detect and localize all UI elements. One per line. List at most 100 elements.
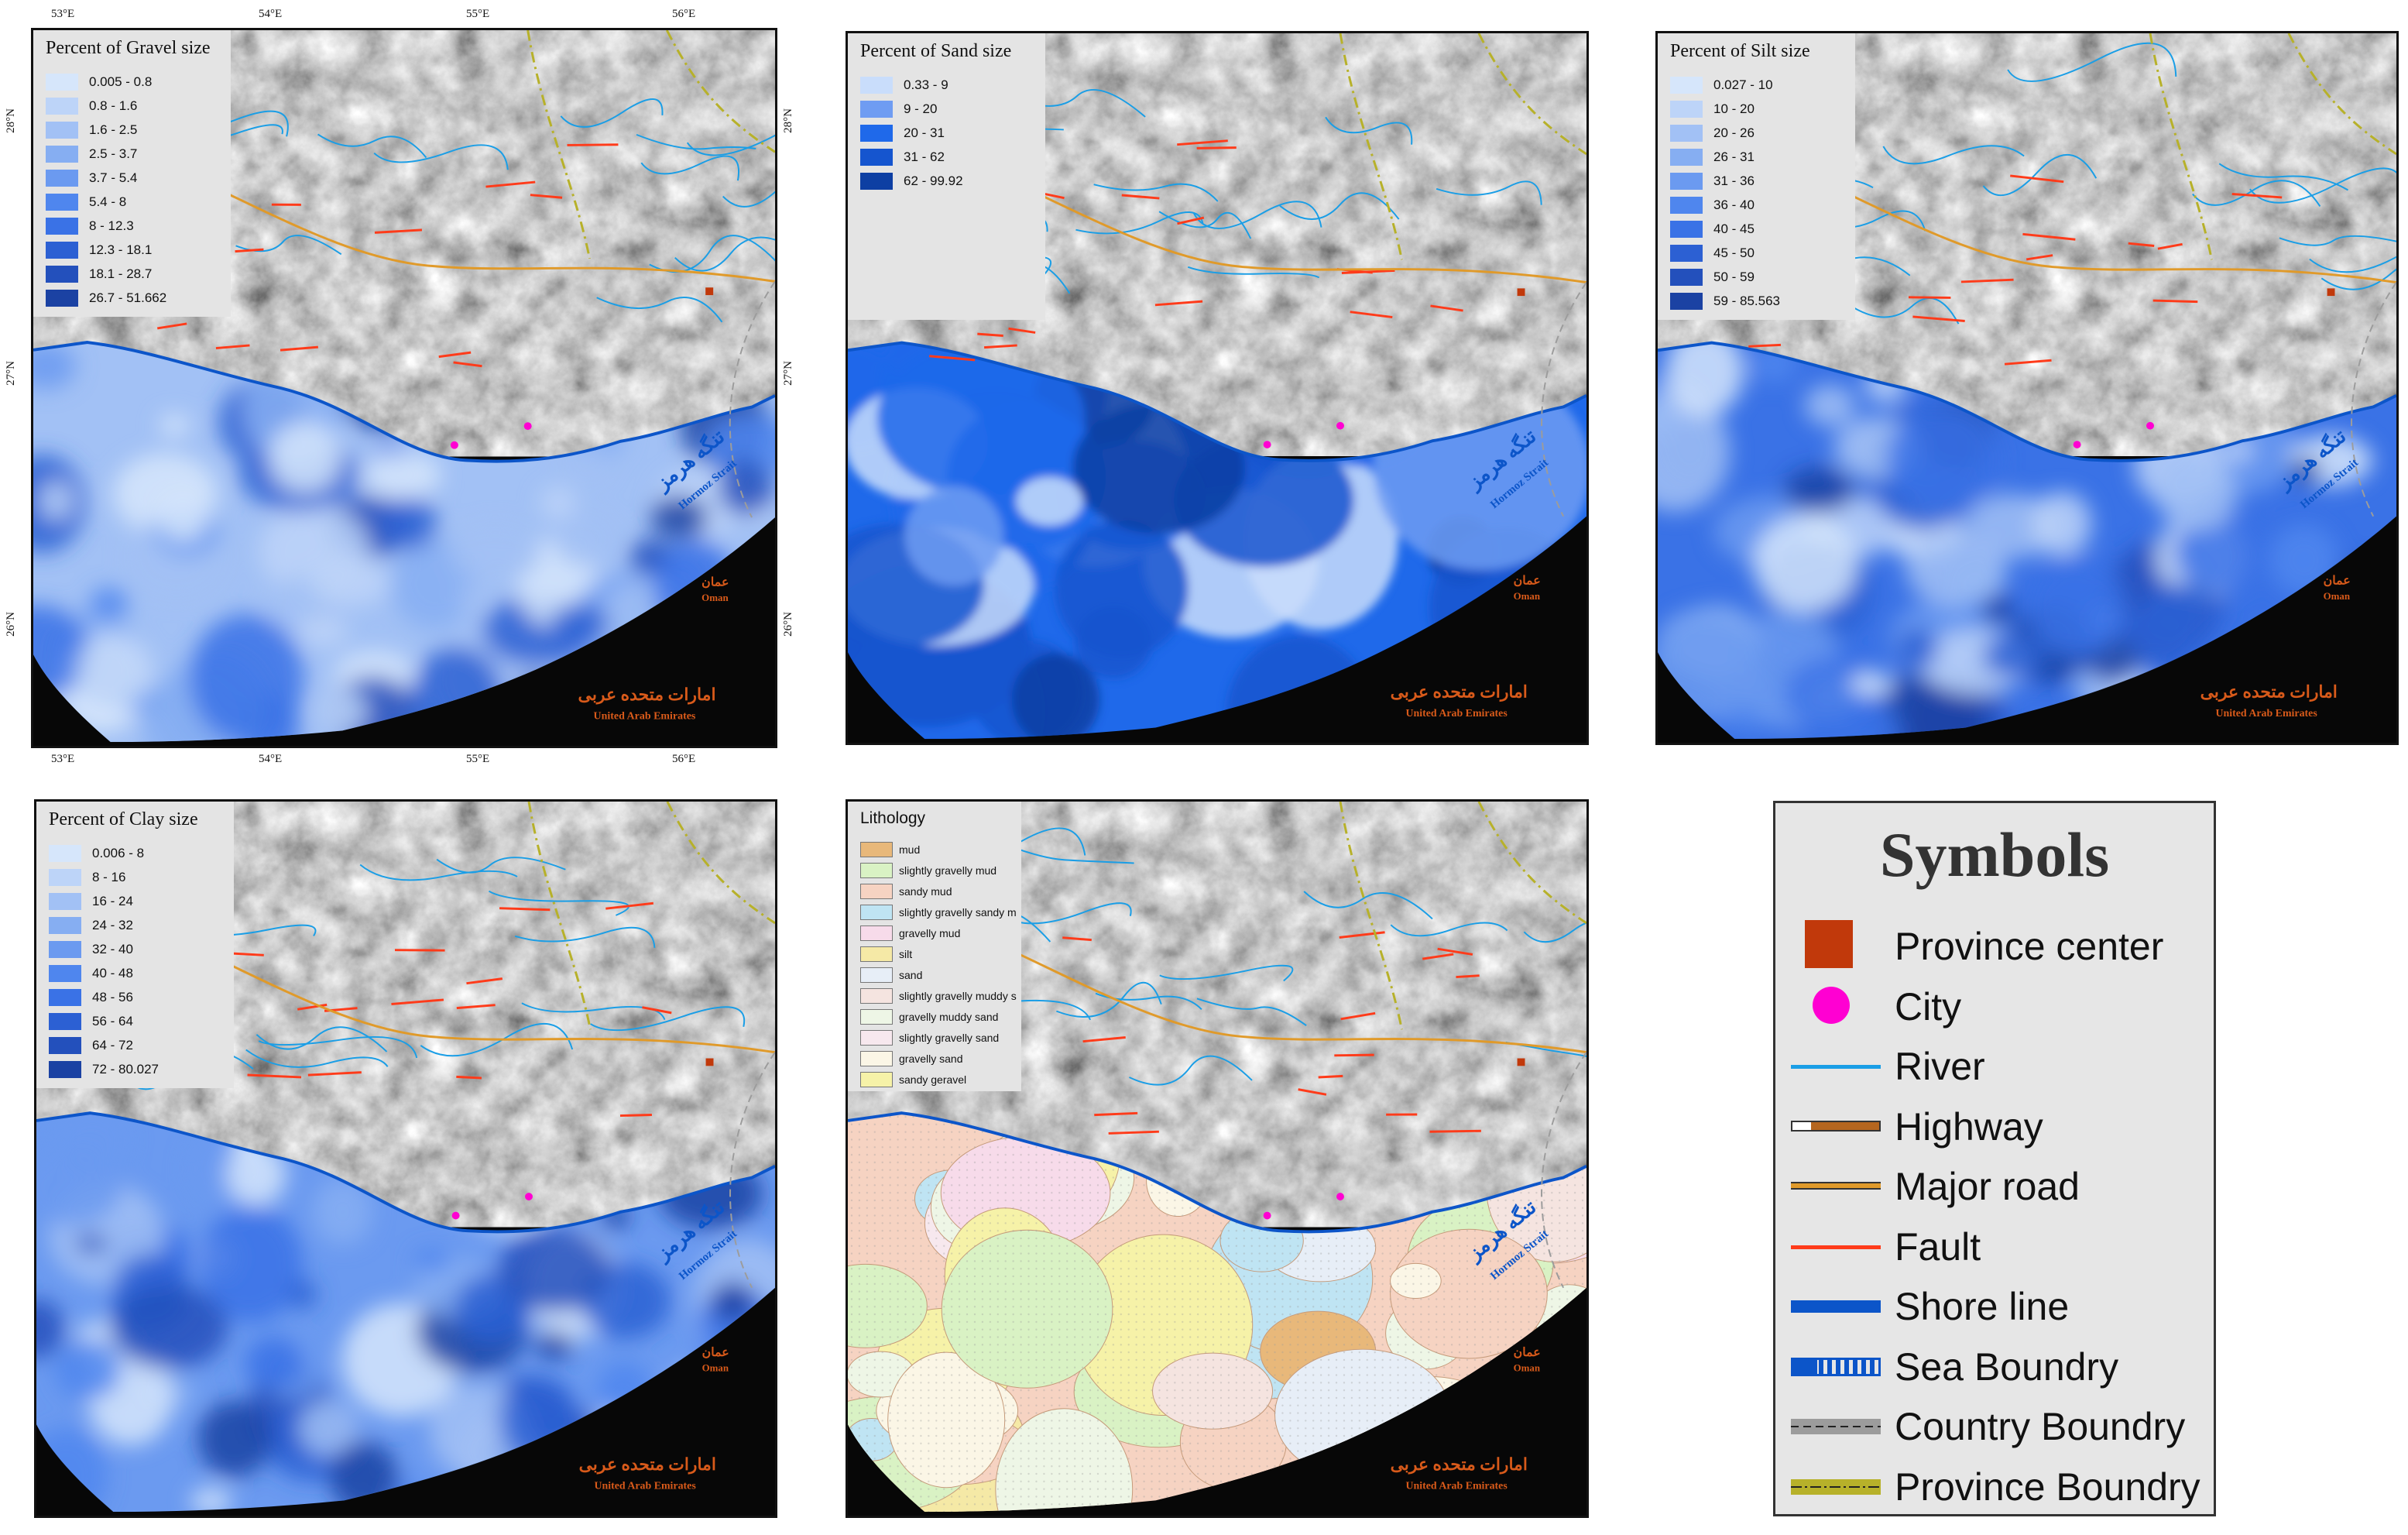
- river-line: [590, 1006, 746, 1032]
- thick-line-icon: [1791, 1283, 1884, 1330]
- legend-swatch: [49, 988, 81, 1006]
- legend-swatch: [49, 964, 81, 982]
- dash-line-icon: [1791, 1403, 1884, 1450]
- sediment-patch: [39, 481, 73, 520]
- sediment-patch: [534, 1331, 574, 1359]
- lithology-class-label: gravelly mud: [899, 926, 961, 939]
- dashed-band-icon: [1791, 1344, 1884, 1390]
- lon-label: 54°E: [259, 8, 283, 20]
- lithology-class-label: slightly gravelly sand: [899, 1031, 1000, 1044]
- silt-map-panel: تنگه هرمز Hormoz Strait امارات متحده عربی U…: [1655, 31, 2399, 745]
- fault-line: [1456, 974, 1480, 979]
- fault-line: [391, 998, 444, 1005]
- lithology-class-11: sandy geravel: [860, 1069, 1009, 1090]
- sediment-patch: [33, 342, 76, 390]
- fault-line: [567, 143, 619, 146]
- river-line: [560, 98, 664, 128]
- symbols-legend: Symbols Province center City River Highway M…: [1773, 801, 2216, 1516]
- river-line: [1436, 180, 1542, 205]
- symbol-row-6: Shore line: [1791, 1279, 2206, 1334]
- river-line: [2321, 268, 2396, 290]
- symbol-row-1: City: [1791, 980, 2206, 1034]
- legend-class-label: 40 - 48: [92, 965, 133, 980]
- sediment-patch: [413, 1248, 451, 1272]
- lithology-map-panel: تنگه هرمز Hormoz Strait امارات متحده عربی U…: [846, 799, 1589, 1518]
- legend-class-2: 20 - 31: [860, 121, 1033, 145]
- river-line: [2249, 167, 2396, 204]
- sediment-patch: [1896, 628, 1938, 670]
- legend-title: Percent of Sand size: [860, 41, 1012, 61]
- sediment-patch: [320, 688, 367, 734]
- map-label: Oman: [701, 592, 729, 603]
- legend-swatch: [46, 121, 78, 139]
- city-marker: [450, 441, 458, 449]
- city-marker: [2146, 421, 2154, 430]
- map-label: United Arab Emirates: [593, 710, 695, 722]
- river-line: [1523, 922, 1586, 943]
- lithology-swatch: [860, 862, 893, 878]
- legend-class-6: 48 - 56: [49, 985, 221, 1009]
- fault-line: [1196, 146, 1237, 149]
- line-icon: [1791, 1043, 1884, 1090]
- legend-swatch: [1670, 196, 1703, 214]
- legend-class-label: 64 - 72: [92, 1037, 133, 1053]
- legend-class-label: 31 - 36: [1713, 173, 1755, 188]
- river-line: [359, 864, 518, 881]
- legend-class-label: 45 - 50: [1713, 245, 1755, 260]
- legend-class-label: 26 - 31: [1713, 149, 1755, 164]
- legend-class-label: 0.006 - 8: [92, 845, 145, 860]
- lithology-swatch: [860, 883, 893, 899]
- sediment-patch: [159, 414, 190, 437]
- lat-label: 27°N: [782, 361, 794, 386]
- legend-swatch: [49, 892, 81, 910]
- fault-line: [1154, 300, 1203, 307]
- fault-line: [2152, 299, 2198, 304]
- legend-swatch: [46, 217, 78, 235]
- sediment-patch: [1016, 476, 1083, 526]
- legend-class-label: 48 - 56: [92, 989, 133, 1004]
- fault-line: [438, 351, 472, 359]
- legend-class-0: 0.33 - 9: [860, 73, 1033, 97]
- gravel-legend: Percent of Gravel size 0.005 - 0.8 0.8 - …: [33, 30, 231, 317]
- province-center-marker: [1517, 1058, 1525, 1066]
- legend-swatch: [1670, 148, 1703, 166]
- legend-class-4: 31 - 36: [1670, 169, 1843, 193]
- clay-map-panel: تنگه هرمز Hormoz Strait امارات متحده عربی U…: [34, 799, 777, 1518]
- lithology-swatch: [860, 925, 893, 941]
- sediment-patch: [310, 558, 392, 607]
- legend-class-1: 9 - 20: [860, 97, 1033, 121]
- sediment-patch: [719, 459, 774, 517]
- fault-line: [394, 949, 445, 952]
- symbol-row-2: River: [1791, 1039, 2206, 1094]
- river-line: [686, 134, 775, 156]
- sediment-patch: [458, 583, 487, 616]
- lat-label: 28°N: [5, 108, 17, 133]
- symbol-row-8: Country Boundry: [1791, 1399, 2206, 1454]
- legend-swatch: [49, 916, 81, 934]
- legend-class-label: 50 - 59: [1713, 269, 1755, 284]
- river-line: [436, 857, 566, 874]
- river-line: [317, 133, 427, 159]
- lon-label: 56°E: [672, 753, 696, 765]
- fault-line: [466, 977, 503, 985]
- symbol-label: Highway: [1895, 1104, 2043, 1149]
- fault-line: [1429, 1129, 1481, 1133]
- sediment-patch: [1753, 514, 1858, 612]
- legend-swatch: [1670, 76, 1703, 94]
- province-center-marker: [1517, 288, 1525, 297]
- river-line: [2218, 163, 2348, 191]
- fault-line: [1340, 1011, 1376, 1021]
- legend-title: Percent of Gravel size: [46, 38, 211, 58]
- legend-swatch: [49, 844, 81, 862]
- fault-line: [280, 345, 318, 352]
- road-icon: [1791, 1163, 1884, 1210]
- fault-line: [2010, 174, 2064, 184]
- lithology-class-label: sandy geravel: [899, 1073, 967, 1086]
- sediment-patch: [199, 1205, 303, 1323]
- lithology-class-label: sand: [899, 968, 923, 981]
- lat-label: 27°N: [5, 361, 17, 386]
- lithology-class-label: slightly gravelly muddy s: [899, 989, 1017, 1002]
- legend-title: Lithology: [860, 809, 926, 827]
- legend-swatch: [49, 1060, 81, 1078]
- symbol-row-4: Major road: [1791, 1159, 2206, 1214]
